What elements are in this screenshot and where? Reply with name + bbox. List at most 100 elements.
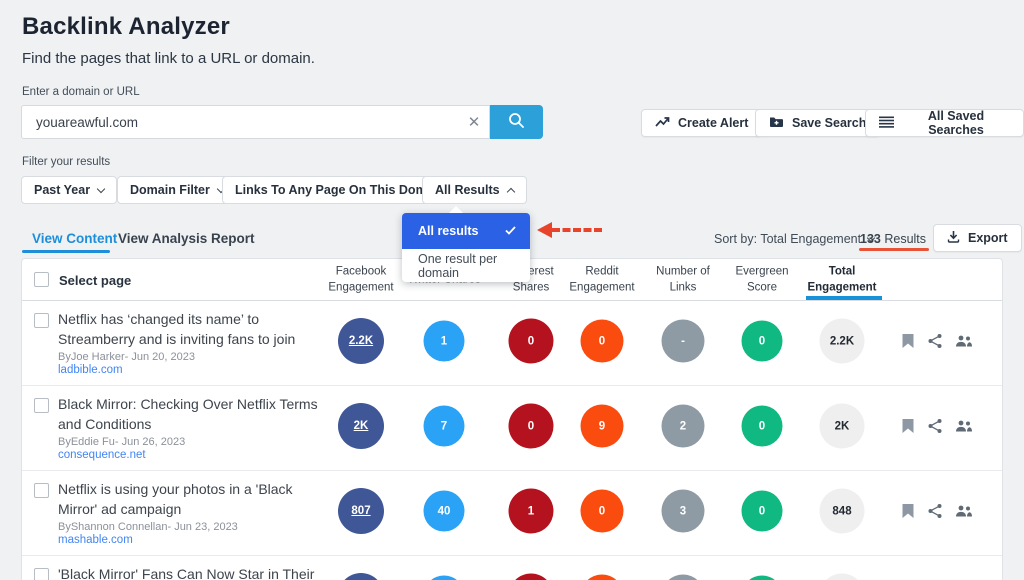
select-page-label: Select page xyxy=(59,273,132,288)
article-byline: ByJoe Harker- Jun 20, 2023 xyxy=(58,351,195,363)
share-icon[interactable] xyxy=(928,334,942,349)
article-domain-link[interactable]: mashable.com xyxy=(58,534,133,546)
article-title-link[interactable]: 'Black Mirror' Fans Can Now Star in Thei… xyxy=(58,566,315,580)
pinterest-shares-value: 0 xyxy=(508,318,554,364)
table-row: Netflix has ‘changed its name’ to Stream… xyxy=(22,301,1002,386)
column-total-engagement[interactable]: Total Engagement xyxy=(807,264,877,294)
dropdown-option-all-results[interactable]: All results xyxy=(402,213,530,249)
reddit-engagement-value: 0 xyxy=(580,489,624,533)
number-of-links-value: - xyxy=(661,319,705,363)
view-sharers-icon[interactable] xyxy=(956,420,973,433)
active-tab-underline xyxy=(22,250,110,253)
create-alert-button[interactable]: Create Alert xyxy=(641,109,763,137)
table-row: Black Mirror: Checking Over Netflix Term… xyxy=(22,386,1002,471)
save-search-label: Save Search xyxy=(792,116,867,130)
folder-plus-icon xyxy=(769,115,784,131)
column-facebook-engagement[interactable]: Facebook Engagement xyxy=(328,264,394,294)
tab-view-analysis-report[interactable]: View Analysis Report xyxy=(118,231,255,246)
column-evergreen-score[interactable]: Evergreen Score xyxy=(735,264,789,294)
row-checkbox[interactable] xyxy=(34,568,49,580)
evergreen-score-value: 0 xyxy=(741,405,783,447)
pinterest-shares-value: 0 xyxy=(508,403,554,449)
clear-input-icon[interactable]: ✕ xyxy=(467,114,481,131)
filter-domain[interactable]: Domain Filter xyxy=(117,176,237,204)
article-title-link[interactable]: Netflix is using your photos in a 'Black… xyxy=(58,481,293,517)
share-icon[interactable] xyxy=(928,504,942,519)
filter-past-year[interactable]: Past Year xyxy=(21,176,118,204)
sort-by-label: Sort by: Total Engagement xyxy=(714,232,862,246)
checkmark-icon xyxy=(505,224,516,238)
results-count-word: Results xyxy=(884,232,927,246)
search-button[interactable] xyxy=(490,105,543,139)
article-domain-link[interactable]: consequence.net xyxy=(58,449,146,461)
all-saved-searches-label: All Saved Searches xyxy=(927,109,985,137)
facebook-engagement-value[interactable]: 2K xyxy=(338,403,384,449)
twitter-shares-value: 40 xyxy=(423,490,465,532)
reddit-engagement-value: 9 xyxy=(580,404,624,448)
number-of-links-value: 2 xyxy=(661,404,705,448)
trending-up-icon xyxy=(655,116,670,131)
share-icon[interactable] xyxy=(928,419,942,434)
facebook-engagement-value[interactable]: 807 xyxy=(338,488,384,534)
tab-view-content[interactable]: View Content xyxy=(32,231,118,246)
article-domain-link[interactable]: ladbible.com xyxy=(58,364,123,376)
filter-results-mode-label: All Results xyxy=(435,183,500,197)
search-field-label: Enter a domain or URL xyxy=(22,86,140,98)
column-reddit-engagement[interactable]: Reddit Engagement xyxy=(569,264,635,294)
evergreen-score-value xyxy=(741,575,783,580)
sort-by-control[interactable]: Sort by: Total Engagement xyxy=(714,232,876,246)
article-title-link[interactable]: Netflix has ‘changed its name’ to Stream… xyxy=(58,311,296,347)
evergreen-score-value: 0 xyxy=(741,320,783,362)
page-title: Backlink Analyzer xyxy=(22,13,230,40)
pinterest-shares-value: 1 xyxy=(508,488,554,534)
facebook-engagement-value[interactable]: 2.2K xyxy=(338,318,384,364)
filter-link-scope-label: Links To Any Page On This Domain xyxy=(235,183,445,197)
download-icon xyxy=(947,230,960,246)
facebook-engagement-value[interactable] xyxy=(338,573,384,580)
filter-past-year-label: Past Year xyxy=(34,183,91,197)
total-engagement-value xyxy=(819,573,865,580)
select-all-checkbox[interactable] xyxy=(34,272,49,287)
twitter-shares-value: 7 xyxy=(423,405,465,447)
export-button[interactable]: Export xyxy=(933,224,1022,252)
dropdown-caret xyxy=(449,206,463,213)
article-title-link[interactable]: Black Mirror: Checking Over Netflix Term… xyxy=(58,396,318,432)
bookmark-icon[interactable] xyxy=(902,333,915,349)
chevron-up-icon xyxy=(506,187,515,196)
filter-results-mode[interactable]: All Results xyxy=(422,176,527,204)
table-row: 'Black Mirror' Fans Can Now Star in Thei… xyxy=(22,556,1002,580)
twitter-shares-value xyxy=(423,575,465,580)
save-search-button[interactable]: Save Search xyxy=(755,109,881,137)
article-byline: ByEddie Fu- Jun 26, 2023 xyxy=(58,436,186,448)
results-count-number: 133 xyxy=(860,232,881,246)
arrow-head-icon xyxy=(537,222,552,238)
dropdown-option-one-per-domain[interactable]: One result per domain xyxy=(402,249,530,282)
results-count: 133 Results xyxy=(860,232,926,246)
export-label: Export xyxy=(968,231,1008,245)
bookmark-icon[interactable] xyxy=(902,418,915,434)
arrow-tail xyxy=(552,228,602,232)
twitter-shares-value: 1 xyxy=(423,320,465,362)
reddit-engagement-value xyxy=(580,574,624,580)
page-subtitle: Find the pages that link to a URL or dom… xyxy=(22,50,315,67)
domain-input[interactable] xyxy=(22,114,459,130)
row-checkbox[interactable] xyxy=(34,313,49,328)
bookmark-icon[interactable] xyxy=(902,503,915,519)
sorted-column-indicator xyxy=(806,296,882,300)
number-of-links-value xyxy=(661,574,705,580)
row-checkbox[interactable] xyxy=(34,483,49,498)
reddit-engagement-value: 0 xyxy=(580,319,624,363)
table-header-row: Select page Facebook Engagement Twitter … xyxy=(22,259,1002,301)
results-table: Select page Facebook Engagement Twitter … xyxy=(21,258,1003,580)
chevron-down-icon xyxy=(96,184,106,193)
view-sharers-icon[interactable] xyxy=(956,505,973,518)
column-number-of-links[interactable]: Number of Links xyxy=(656,264,710,294)
view-sharers-icon[interactable] xyxy=(956,335,973,348)
filter-section-label: Filter your results xyxy=(22,156,111,168)
row-checkbox[interactable] xyxy=(34,398,49,413)
all-saved-searches-button[interactable]: All Saved Searches xyxy=(865,109,1024,137)
total-engagement-value: 2K xyxy=(819,403,865,449)
number-of-links-value: 3 xyxy=(661,489,705,533)
search-icon xyxy=(508,112,525,132)
pinterest-shares-value xyxy=(508,573,554,580)
